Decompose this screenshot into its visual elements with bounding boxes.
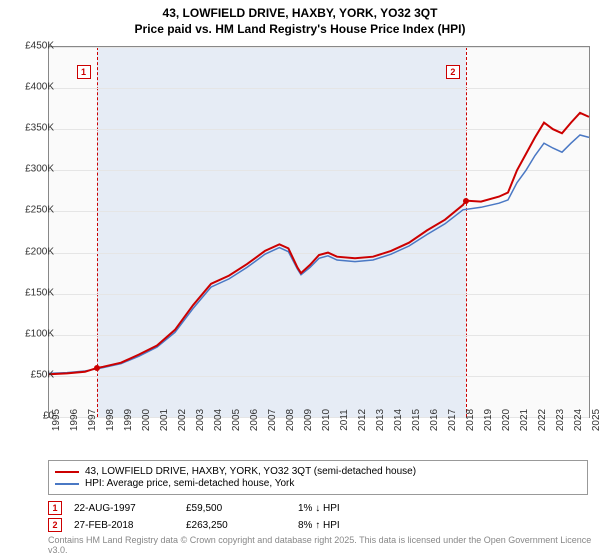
x-axis-label: 2011 [339, 409, 350, 431]
legend: 43, LOWFIELD DRIVE, HAXBY, YORK, YO32 3Q… [48, 460, 588, 495]
marker-delta-2: 8% ↑ HPI [298, 520, 398, 531]
x-axis-label: 2012 [357, 409, 368, 431]
x-axis-label: 2023 [555, 409, 566, 431]
attribution-text: Contains HM Land Registry data © Crown c… [48, 536, 600, 556]
title-line-2: Price paid vs. HM Land Registry's House … [0, 22, 600, 38]
legend-label-hpi: HPI: Average price, semi-detached house,… [85, 478, 294, 489]
y-axis-label: £350K [25, 123, 54, 134]
markers-table: 1 22-AUG-1997 £59,500 1% ↓ HPI 2 27-FEB-… [48, 498, 588, 535]
x-axis-label: 2003 [195, 409, 206, 431]
x-axis-label: 2002 [177, 409, 188, 431]
marker-delta-1: 1% ↓ HPI [298, 503, 398, 514]
chart-lines [49, 47, 589, 417]
x-axis-label: 2019 [483, 409, 494, 431]
marker-price-2: £263,250 [186, 520, 286, 531]
y-axis-label: £150K [25, 287, 54, 298]
marker-price-1: £59,500 [186, 503, 286, 514]
x-axis-label: 2025 [591, 409, 600, 431]
x-axis-label: 2005 [231, 409, 242, 431]
y-axis-label: £250K [25, 205, 54, 216]
marker-date-2: 27-FEB-2018 [74, 520, 174, 531]
y-axis-label: £100K [25, 328, 54, 339]
marker-num-1: 1 [48, 501, 62, 515]
x-axis-label: 2017 [447, 409, 458, 431]
marker-row-2: 2 27-FEB-2018 £263,250 8% ↑ HPI [48, 518, 588, 532]
x-axis-label: 2007 [267, 409, 278, 431]
x-axis-label: 2014 [393, 409, 404, 431]
x-axis-label: 2024 [573, 409, 584, 431]
x-axis-label: 2018 [465, 409, 476, 431]
x-axis-label: 2010 [321, 409, 332, 431]
x-axis-label: 1996 [69, 409, 80, 431]
x-axis-label: 1995 [51, 409, 62, 431]
marker-dot [463, 198, 469, 204]
legend-label-property: 43, LOWFIELD DRIVE, HAXBY, YORK, YO32 3Q… [85, 466, 416, 477]
marker-box: 1 [77, 65, 91, 79]
x-axis-label: 1998 [105, 409, 116, 431]
x-axis-label: 2022 [537, 409, 548, 431]
marker-row-1: 1 22-AUG-1997 £59,500 1% ↓ HPI [48, 501, 588, 515]
x-axis-label: 2016 [429, 409, 440, 431]
x-axis-label: 2013 [375, 409, 386, 431]
y-axis-label: £400K [25, 82, 54, 93]
title-line-1: 43, LOWFIELD DRIVE, HAXBY, YORK, YO32 3Q… [0, 6, 600, 22]
x-axis-label: 2008 [285, 409, 296, 431]
x-axis-label: 2004 [213, 409, 224, 431]
marker-box: 2 [446, 65, 460, 79]
y-axis-label: £300K [25, 164, 54, 175]
x-axis-label: 2020 [501, 409, 512, 431]
x-axis-label: 2000 [141, 409, 152, 431]
x-axis-label: 2001 [159, 409, 170, 431]
legend-item-property: 43, LOWFIELD DRIVE, HAXBY, YORK, YO32 3Q… [55, 466, 581, 477]
x-axis-label: 1997 [87, 409, 98, 431]
marker-num-2: 2 [48, 518, 62, 532]
x-axis-label: 2009 [303, 409, 314, 431]
x-axis-label: 2015 [411, 409, 422, 431]
x-axis-label: 1999 [123, 409, 134, 431]
legend-item-hpi: HPI: Average price, semi-detached house,… [55, 478, 581, 489]
marker-date-1: 22-AUG-1997 [74, 503, 174, 514]
chart-title: 43, LOWFIELD DRIVE, HAXBY, YORK, YO32 3Q… [0, 0, 600, 37]
legend-swatch-property [55, 471, 79, 473]
y-axis-label: £200K [25, 246, 54, 257]
y-axis-label: £450K [25, 41, 54, 52]
series-property-line [49, 113, 589, 374]
x-axis-label: 2021 [519, 409, 530, 431]
x-axis-label: 2006 [249, 409, 260, 431]
marker-dot [94, 365, 100, 371]
y-axis-label: £50K [31, 369, 54, 380]
legend-swatch-hpi [55, 483, 79, 485]
chart-plot-area: 12 [48, 46, 590, 418]
